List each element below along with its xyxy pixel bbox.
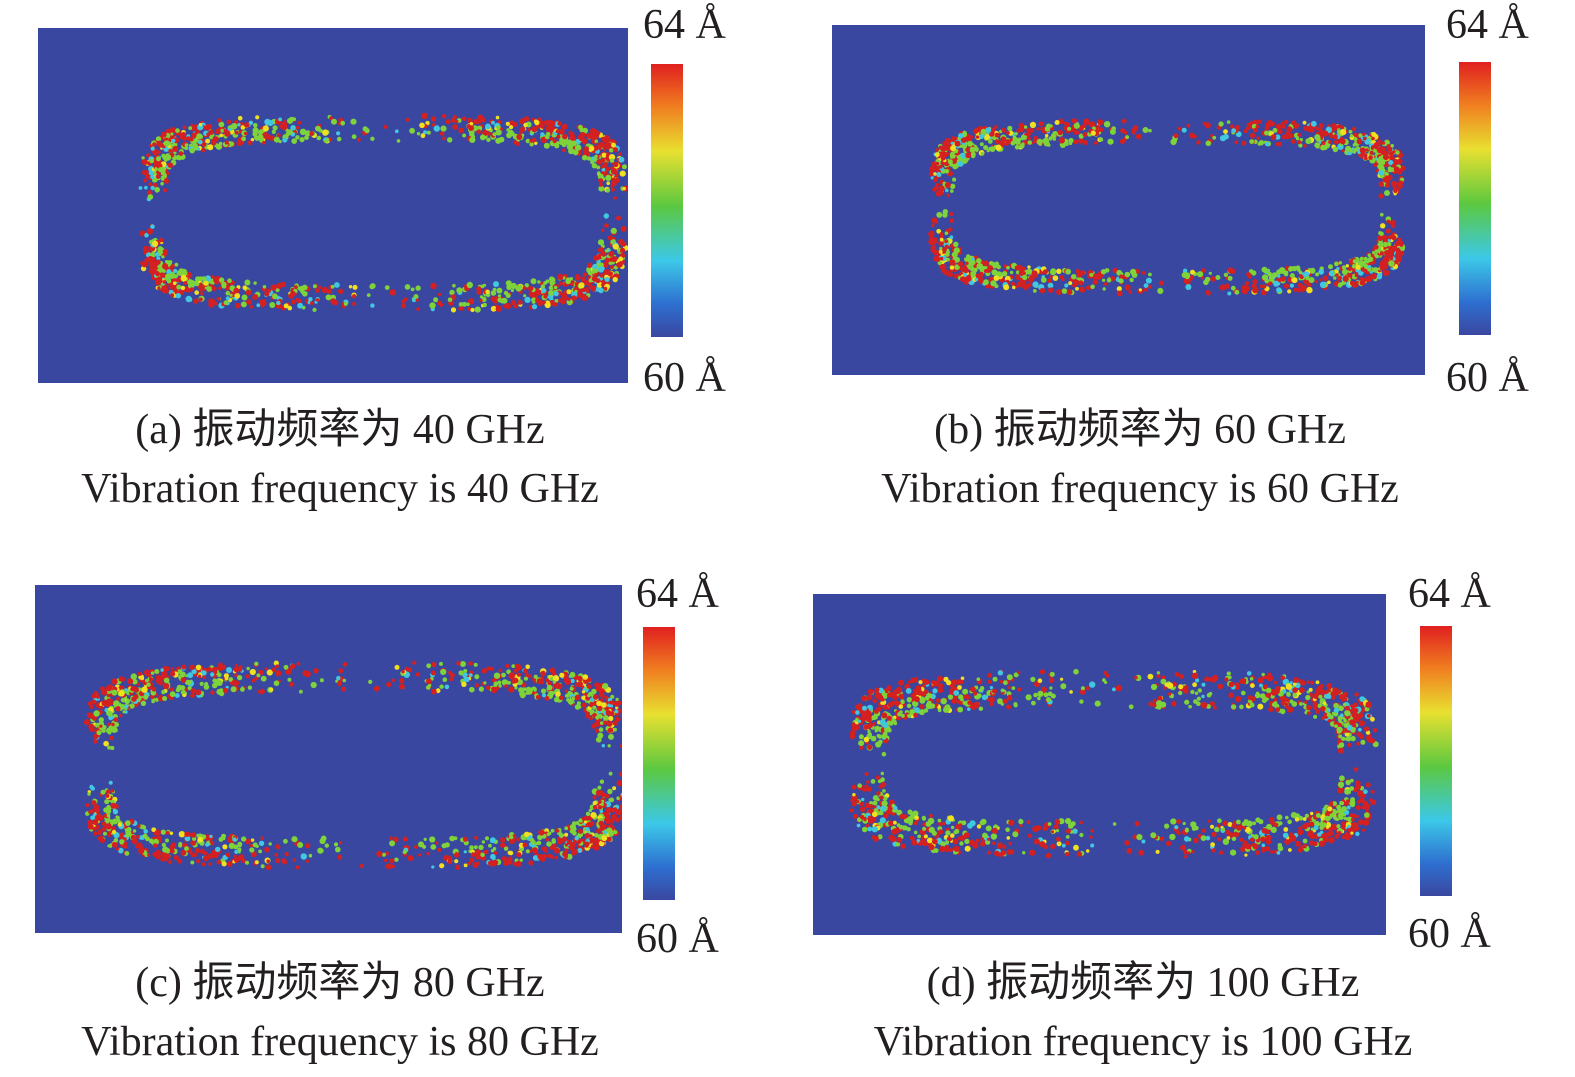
caption-english: Vibration frequency is 60 GHz	[881, 466, 1399, 512]
caption-english: Vibration frequency is 100 GHz	[873, 1019, 1413, 1065]
caption-chinese: (d) 振动频率为 100 GHz	[926, 960, 1360, 1006]
colorbar-max-label: 64 Å	[643, 2, 726, 48]
colorbar-b	[1459, 62, 1491, 335]
defect-ring	[928, 118, 1406, 297]
caption-english: Vibration frequency is 40 GHz	[81, 466, 599, 512]
defect-ring	[138, 112, 628, 313]
sim-background	[832, 25, 1425, 375]
colorbar-max-label: 64 Å	[636, 571, 719, 617]
colorbar-min-label: 60 Å	[1408, 911, 1491, 957]
sim-background	[35, 585, 622, 933]
caption-english: Vibration frequency is 80 GHz	[81, 1019, 599, 1065]
colorbar-min-label: 60 Å	[636, 916, 719, 962]
colorbar-max-label: 64 Å	[1446, 2, 1529, 48]
sim-background	[813, 594, 1386, 935]
colorbar-min-label: 60 Å	[1446, 355, 1529, 401]
defect-ring	[849, 668, 1379, 859]
sim-background	[38, 28, 628, 383]
simulation-image-c	[35, 585, 622, 933]
caption-chinese: (c) 振动频率为 80 GHz	[135, 960, 545, 1006]
colorbar-d	[1420, 626, 1452, 896]
colorbar-max-label: 64 Å	[1408, 571, 1491, 617]
colorbar-min-label: 60 Å	[643, 355, 726, 401]
colorbar-a	[651, 64, 683, 337]
defect-ring	[84, 660, 622, 871]
simulation-image-d	[813, 594, 1386, 935]
caption-chinese: (b) 振动频率为 60 GHz	[934, 407, 1346, 453]
simulation-image-a	[38, 28, 628, 383]
caption-chinese: (a) 振动频率为 40 GHz	[135, 407, 545, 453]
colorbar-c	[643, 627, 675, 900]
simulation-image-b	[832, 25, 1425, 375]
